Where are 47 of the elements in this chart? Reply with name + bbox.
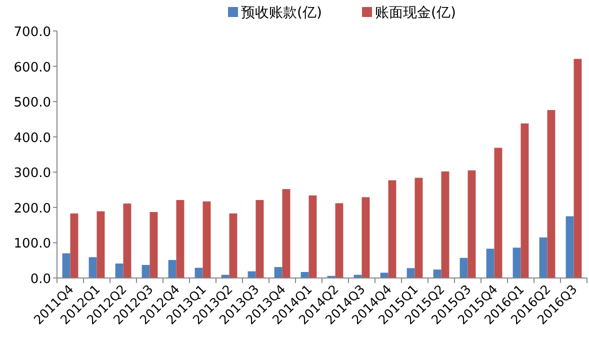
bar (70, 213, 78, 278)
bar (468, 170, 476, 278)
bar (168, 260, 176, 278)
y-tick-label: 700.0 (14, 25, 51, 40)
bar (494, 148, 502, 278)
bar (362, 197, 370, 278)
bar (274, 267, 282, 278)
bar (142, 264, 150, 278)
bar (176, 200, 184, 278)
bar (256, 200, 264, 278)
bar (123, 204, 132, 278)
bar (282, 189, 290, 278)
bar (248, 271, 256, 278)
bar (88, 257, 97, 278)
y-tick-label: 300.0 (14, 166, 51, 182)
y-tick-label: 100.0 (14, 236, 51, 252)
bar (335, 203, 344, 278)
bar (388, 180, 396, 278)
bar (308, 195, 317, 278)
y-tick-label: 500.0 (14, 96, 51, 111)
bar (520, 123, 529, 278)
bar (300, 272, 309, 278)
bar (150, 212, 158, 278)
y-tick-label: 600.0 (14, 60, 51, 76)
bar (512, 248, 521, 278)
bar (433, 270, 442, 278)
bar (460, 258, 468, 278)
bar (539, 237, 548, 278)
y-tick-label: 0.0 (30, 272, 51, 287)
bar (566, 216, 574, 278)
bar (547, 110, 556, 278)
legend-label: 账面现金(亿) (375, 5, 456, 21)
bar (414, 178, 423, 278)
bar (202, 201, 211, 278)
bar (406, 268, 415, 278)
y-tick-label: 400.0 (14, 130, 51, 146)
bar (229, 213, 238, 278)
bar (380, 272, 388, 278)
bar (62, 253, 70, 278)
bar (96, 211, 105, 278)
bar (441, 171, 450, 278)
bar (574, 58, 582, 278)
bar (115, 264, 124, 278)
bar (194, 268, 203, 278)
legend-label: 预收账款(亿) (241, 5, 322, 21)
bar (486, 248, 494, 278)
y-tick-label: 200.0 (14, 201, 51, 216)
